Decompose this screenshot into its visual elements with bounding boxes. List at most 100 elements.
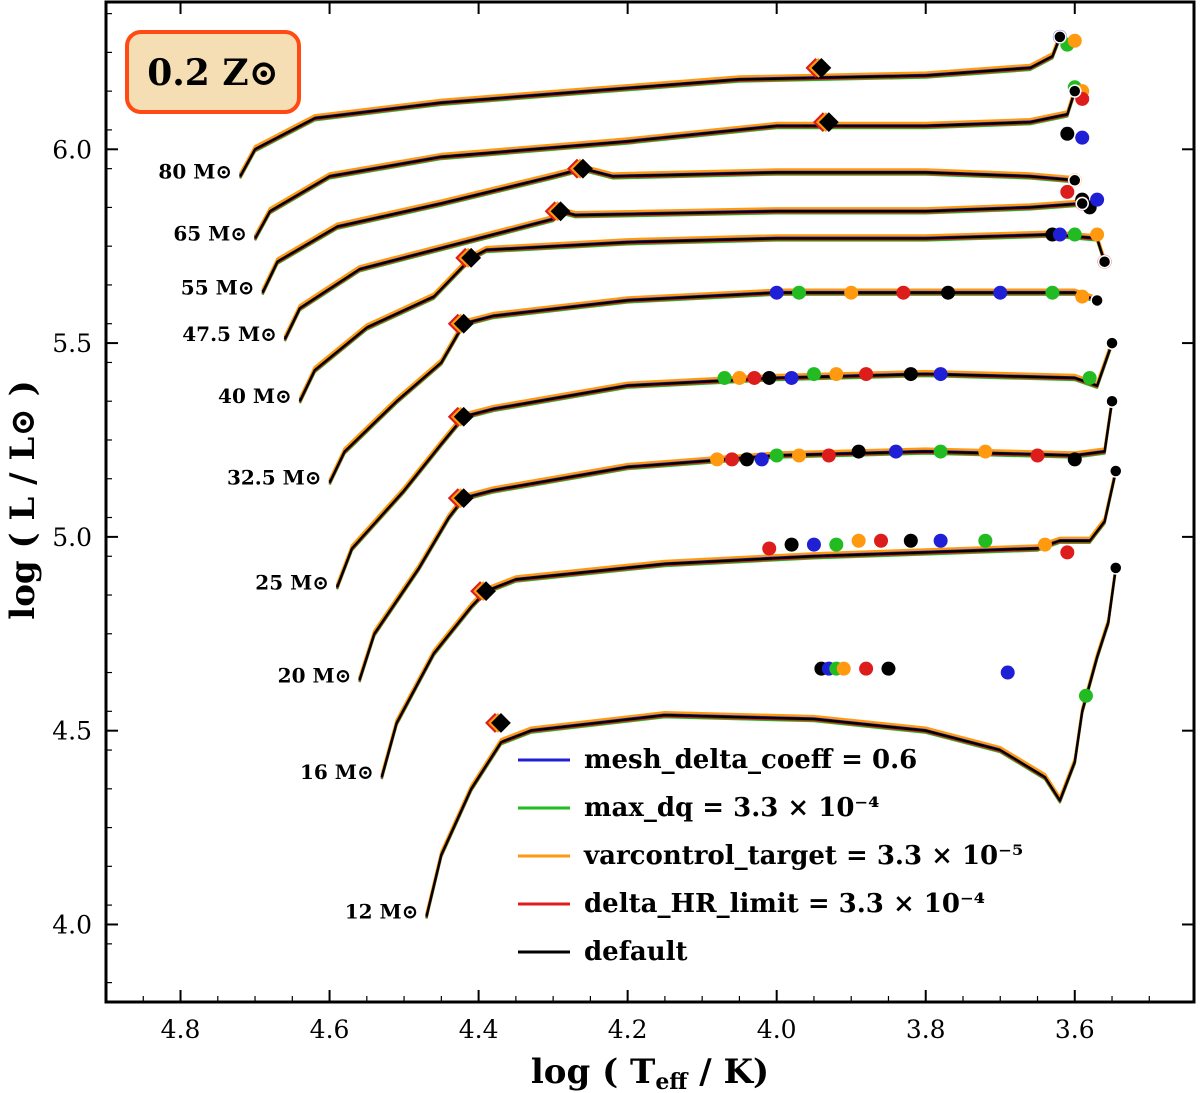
track-line: [328, 291, 1098, 484]
end-marker: [1068, 173, 1082, 188]
phase-marker: [1090, 192, 1105, 207]
track-line: [239, 34, 1062, 176]
end-marker: [1109, 464, 1123, 478]
phase-marker: [710, 452, 725, 467]
phase-marker: [896, 285, 911, 300]
phase-marker: [784, 537, 799, 552]
track-line: [261, 166, 1075, 292]
x-tick-label: 4.4: [459, 1015, 499, 1044]
y-tick-label: 5.5: [52, 329, 92, 358]
ticks-layer: 4.8 4.6 4.4 4.2 4.0 3.8 3.6 4.0 4.5 5.0 5.5 6.0: [52, 2, 1194, 1044]
phase-marker: [1090, 227, 1105, 242]
phase-marker: [888, 444, 903, 459]
end-marker: [1090, 293, 1104, 308]
track-line: [283, 200, 1083, 339]
x-tick-label: 3.6: [1055, 1015, 1095, 1044]
track-line: [358, 398, 1114, 678]
phase-marker: [1052, 227, 1067, 242]
track-line: [335, 339, 1114, 585]
track-line: [261, 168, 1075, 295]
phase-marker: [978, 533, 993, 548]
end-marker: [1097, 254, 1112, 269]
phase-marker: [993, 285, 1008, 300]
mass-label: 12 M⊙: [345, 900, 419, 924]
phase-marker: [859, 367, 874, 382]
phase-marker: [1067, 33, 1082, 48]
tracks-layer: [239, 33, 1117, 919]
end-marker: [1109, 561, 1123, 575]
mass-label: 47.5 M⊙: [182, 322, 277, 346]
track-line: [380, 467, 1117, 775]
phase-marker: [1060, 126, 1075, 141]
mass-label: 80 M⊙: [158, 159, 232, 183]
phase-marker: [1000, 665, 1015, 680]
phase-marker: [851, 444, 866, 459]
phase-marker: [724, 452, 739, 467]
track-line: [283, 202, 1083, 340]
phase-marker: [762, 370, 777, 385]
phase-marker: [754, 452, 769, 467]
track-line: [261, 164, 1075, 291]
end-marker: [1053, 30, 1067, 44]
track-line: [328, 288, 1098, 481]
tams-marker: [491, 713, 511, 733]
phase-marker: [1075, 130, 1090, 145]
legend-entry: max_dq = 3.3 × 10⁻⁴: [584, 793, 880, 823]
track-line: [425, 567, 1117, 917]
mass-label: 20 M⊙: [278, 663, 352, 687]
x-axis-title: log ( Teff / K): [531, 1052, 769, 1093]
phase-marker: [1067, 452, 1082, 467]
x-tick-label: 4.0: [757, 1015, 797, 1044]
legend-entry: mesh_delta_coeff = 0.6: [584, 745, 917, 775]
phase-marker: [1030, 448, 1045, 463]
phase-marker: [769, 448, 784, 463]
mass-label: 40 M⊙: [218, 384, 292, 408]
phase-marker: [903, 533, 918, 548]
track-line: [253, 89, 1076, 238]
x-tick-label: 3.8: [906, 1015, 946, 1044]
y-axis-title: log ( L / L⊙ ): [3, 380, 43, 619]
end-marker: [1105, 394, 1119, 408]
phase-marker: [1067, 227, 1082, 242]
mass-label: 25 M⊙: [255, 570, 329, 594]
tams-marker: [453, 488, 474, 509]
phase-marker: [1082, 370, 1097, 385]
phase-marker: [859, 661, 874, 676]
metallicity-badge-text: 0.2 Z⊙: [147, 52, 279, 94]
metallicity-badge: 0.2 Z⊙: [125, 30, 301, 114]
mass-label: 16 M⊙: [300, 760, 374, 784]
track-line: [380, 471, 1117, 779]
track-line: [380, 470, 1117, 778]
track-line: [261, 169, 1075, 296]
track-line: [358, 401, 1114, 681]
track-line: [380, 472, 1117, 780]
phase-marker: [829, 367, 844, 382]
phase-marker: [747, 370, 762, 385]
phase-marker: [933, 367, 948, 382]
track-line: [358, 399, 1114, 680]
x-tick-label: 4.8: [161, 1015, 201, 1044]
phase-marker: [792, 285, 807, 300]
phase-marker: [1078, 688, 1093, 703]
phase-marker: [1037, 537, 1052, 552]
phase-marker: [829, 537, 844, 552]
phase-marker: [1075, 289, 1090, 304]
phase-marker: [784, 370, 799, 385]
phase-marker: [1060, 184, 1075, 199]
phase-marker: [874, 533, 889, 548]
phase-marker: [792, 448, 807, 463]
y-tick-label: 6.0: [52, 135, 92, 164]
track-line: [358, 403, 1114, 683]
y-tick-label: 4.0: [52, 910, 92, 939]
phase-marker: [903, 367, 918, 382]
y-tick-label: 4.5: [52, 717, 92, 746]
end-marker: [1105, 336, 1119, 350]
tams-marker: [476, 581, 496, 602]
track-line: [283, 204, 1083, 342]
phase-marker: [739, 452, 754, 467]
phase-marker: [881, 661, 896, 676]
legend-entry: delta_HR_limit = 3.3 × 10⁻⁴: [584, 889, 985, 919]
phase-marker: [978, 444, 993, 459]
mass-label: 65 M⊙: [173, 221, 247, 245]
